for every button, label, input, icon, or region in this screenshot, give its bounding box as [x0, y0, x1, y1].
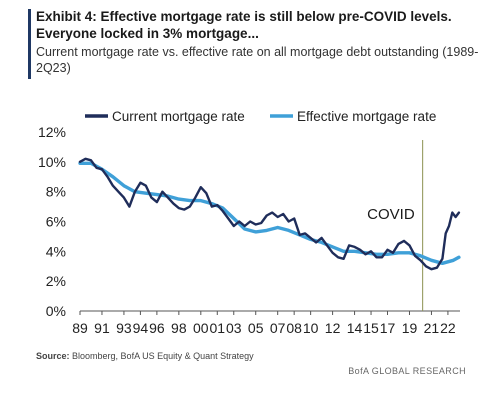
x-tick-label: 19: [402, 320, 418, 336]
y-tick-label: 4%: [46, 243, 66, 259]
x-tick-label: 96: [149, 320, 165, 336]
x-tick-label: 01: [209, 320, 225, 336]
covid-annotation-label: COVID: [367, 206, 415, 223]
y-tick-label: 0%: [46, 303, 66, 319]
source-note: Source: Bloomberg, BofA US Equity & Quan…: [36, 351, 254, 361]
x-tick-label: 91: [94, 320, 110, 336]
x-tick-label: 98: [171, 320, 187, 336]
y-axis: 0% 2% 4% 6% 8% 10% 12%: [38, 124, 66, 319]
y-tick-label: 12%: [38, 124, 66, 140]
x-tick-label: 89: [72, 320, 88, 336]
legend-effective-label: Effective mortgage rate: [297, 109, 436, 124]
y-tick-label: 8%: [46, 184, 66, 200]
series-line-current-mortgage-rate: [78, 157, 461, 271]
exhibit-subtitle: Current mortgage rate vs. effective rate…: [36, 45, 479, 75]
x-tick-label: 15: [363, 320, 379, 336]
title-accent-bar: [28, 9, 31, 79]
x-tick-label: 17: [380, 320, 396, 336]
x-tick-label: 94: [133, 320, 149, 336]
x-tick-label: 10: [303, 320, 319, 336]
x-tick-label: 93: [116, 320, 132, 336]
y-tick-label: 6%: [46, 214, 66, 230]
x-tick-label: 07: [270, 320, 286, 336]
x-tick-label: 12: [325, 320, 341, 336]
series-line-effective-mortgage-rate: [78, 161, 461, 265]
legend-current-label: Current mortgage rate: [112, 109, 245, 124]
x-tick-label: 03: [226, 320, 242, 336]
x-tick-label: 22: [440, 320, 456, 336]
x-axis: 89 91 93 94 96 98 00 01 03 05 07 08 10 12 14 15 17 19 21 22: [72, 311, 456, 336]
legend: Current mortgage rate Effective mortgage…: [85, 109, 436, 124]
source-text: Bloomberg, BofA US Equity & Quant Strate…: [72, 351, 254, 361]
x-tick-label: 14: [347, 320, 363, 336]
x-tick-label: 21: [424, 320, 440, 336]
brand-label: BofA GLOBAL RESEARCH: [348, 366, 466, 376]
exhibit-title: Exhibit 4: Effective mortgage rate is st…: [36, 9, 452, 41]
x-tick-label: 05: [248, 320, 264, 336]
y-tick-label: 2%: [46, 273, 66, 289]
source-label: Source:: [36, 351, 70, 361]
x-tick-label: 08: [286, 320, 302, 336]
series-layer: [78, 157, 461, 271]
y-tick-label: 10%: [38, 154, 66, 170]
x-tick-label: 00: [193, 320, 209, 336]
